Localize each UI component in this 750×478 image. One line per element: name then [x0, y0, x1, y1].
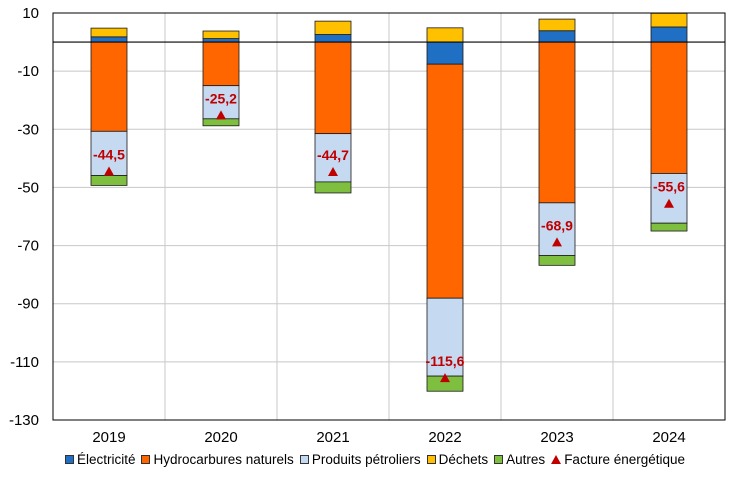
bar-2024-4: [650, 222, 688, 232]
bar-2024-1: [650, 41, 688, 174]
legend-label-produits-petroliers: Produits pétroliers: [311, 452, 421, 467]
bar-2023-0: [538, 30, 576, 43]
y-tick-label: -110: [10, 354, 39, 371]
legend-label-facture: Facture énergétique: [564, 452, 686, 467]
facture-label-2020: -25,2: [205, 90, 237, 106]
facture-label-2019: -44,5: [93, 146, 125, 162]
legend-swatch-autres: [494, 455, 504, 464]
facture-label-2024: -55,6: [653, 179, 685, 195]
legend-label-dechets: Déchets: [438, 452, 489, 467]
facture-marker-2019: [104, 166, 114, 176]
y-tick-label: -50: [17, 179, 39, 196]
legend-swatch-dechets: [426, 455, 436, 464]
bar-2022-0: [426, 41, 464, 65]
x-tick-label: 2022: [428, 429, 461, 446]
facture-marker-2022: [440, 373, 450, 383]
legend-item-produits-petroliers: Produits pétroliers: [299, 452, 421, 467]
bars: [90, 12, 688, 392]
x-tick-label: 2019: [92, 429, 125, 446]
y-tick-label: 10: [22, 5, 39, 22]
bar-2019-0: [90, 36, 128, 43]
bar-2023-1: [538, 41, 576, 204]
bar-2020-3: [202, 30, 240, 39]
legend-swatch-hydrocarbures: [141, 455, 151, 464]
bar-2019-4: [90, 175, 128, 186]
bar-2023-4: [538, 255, 576, 266]
y-tick-label: -90: [17, 296, 39, 313]
legend-item-hydrocarbures: Hydrocarbures naturels: [141, 452, 294, 467]
bar-2019-1: [90, 41, 128, 132]
bar-2021-1: [314, 41, 352, 135]
legend-label-hydrocarbures: Hydrocarbures naturels: [153, 452, 294, 467]
y-tick-label: -130: [9, 412, 39, 429]
bar-2020-4: [202, 118, 240, 127]
bar-2024-0: [650, 26, 688, 43]
bar-2021-4: [314, 181, 352, 194]
bar-2022-2: [426, 297, 464, 377]
axes: 10 -10 -30 -50 -70 -90 -110 -130 2019 2020 2021 202…: [9, 5, 726, 446]
bar-2024-3: [650, 12, 688, 28]
legend-triangle-icon: [551, 455, 562, 464]
facture-marker-2024: [664, 198, 674, 208]
y-tick-label: -70: [17, 238, 39, 255]
bar-2020-1: [202, 41, 240, 87]
facture-marker-2021: [328, 167, 338, 177]
facture-markers: -44,5 -25,2 -44,7 -115,6 -68,9 -55,6: [93, 90, 685, 383]
bar-2023-2: [538, 202, 576, 256]
legend-item-electricite: Électricité: [64, 452, 136, 467]
x-tick-label: 2023: [540, 429, 573, 446]
bar-2023-3: [538, 18, 576, 32]
legend-swatch-electricite: [64, 455, 74, 464]
legend-label-electricite: Électricité: [76, 452, 136, 467]
legend-item-dechets: Déchets: [426, 452, 489, 467]
gridlines: [53, 12, 725, 421]
bar-2024-2: [650, 173, 688, 224]
bar-2022-1: [426, 63, 464, 299]
facture-label-2021: -44,7: [317, 147, 349, 163]
legend-swatch-produits-petroliers: [299, 455, 309, 464]
y-tick-label: -30: [17, 121, 39, 138]
legend-item-autres: Autres: [494, 452, 545, 467]
bar-2022-3: [426, 27, 464, 43]
legend: Électricité Hydrocarbures naturels Produ…: [0, 452, 750, 467]
x-tick-label: 2020: [204, 429, 237, 446]
facture-marker-2023: [552, 237, 562, 247]
facture-marker-2020: [216, 110, 226, 120]
facture-label-2023: -68,9: [541, 217, 573, 233]
legend-item-facture: Facture énergétique: [551, 452, 685, 467]
bar-2019-3: [90, 27, 128, 38]
facture-label-2022: -115,6: [426, 353, 465, 369]
y-tick-label: -10: [17, 63, 39, 80]
legend-label-autres: Autres: [506, 452, 546, 467]
bar-2021-0: [314, 34, 352, 43]
x-tick-label: 2024: [652, 429, 685, 446]
x-tick-label: 2021: [316, 429, 349, 446]
bar-2021-3: [314, 20, 352, 35]
